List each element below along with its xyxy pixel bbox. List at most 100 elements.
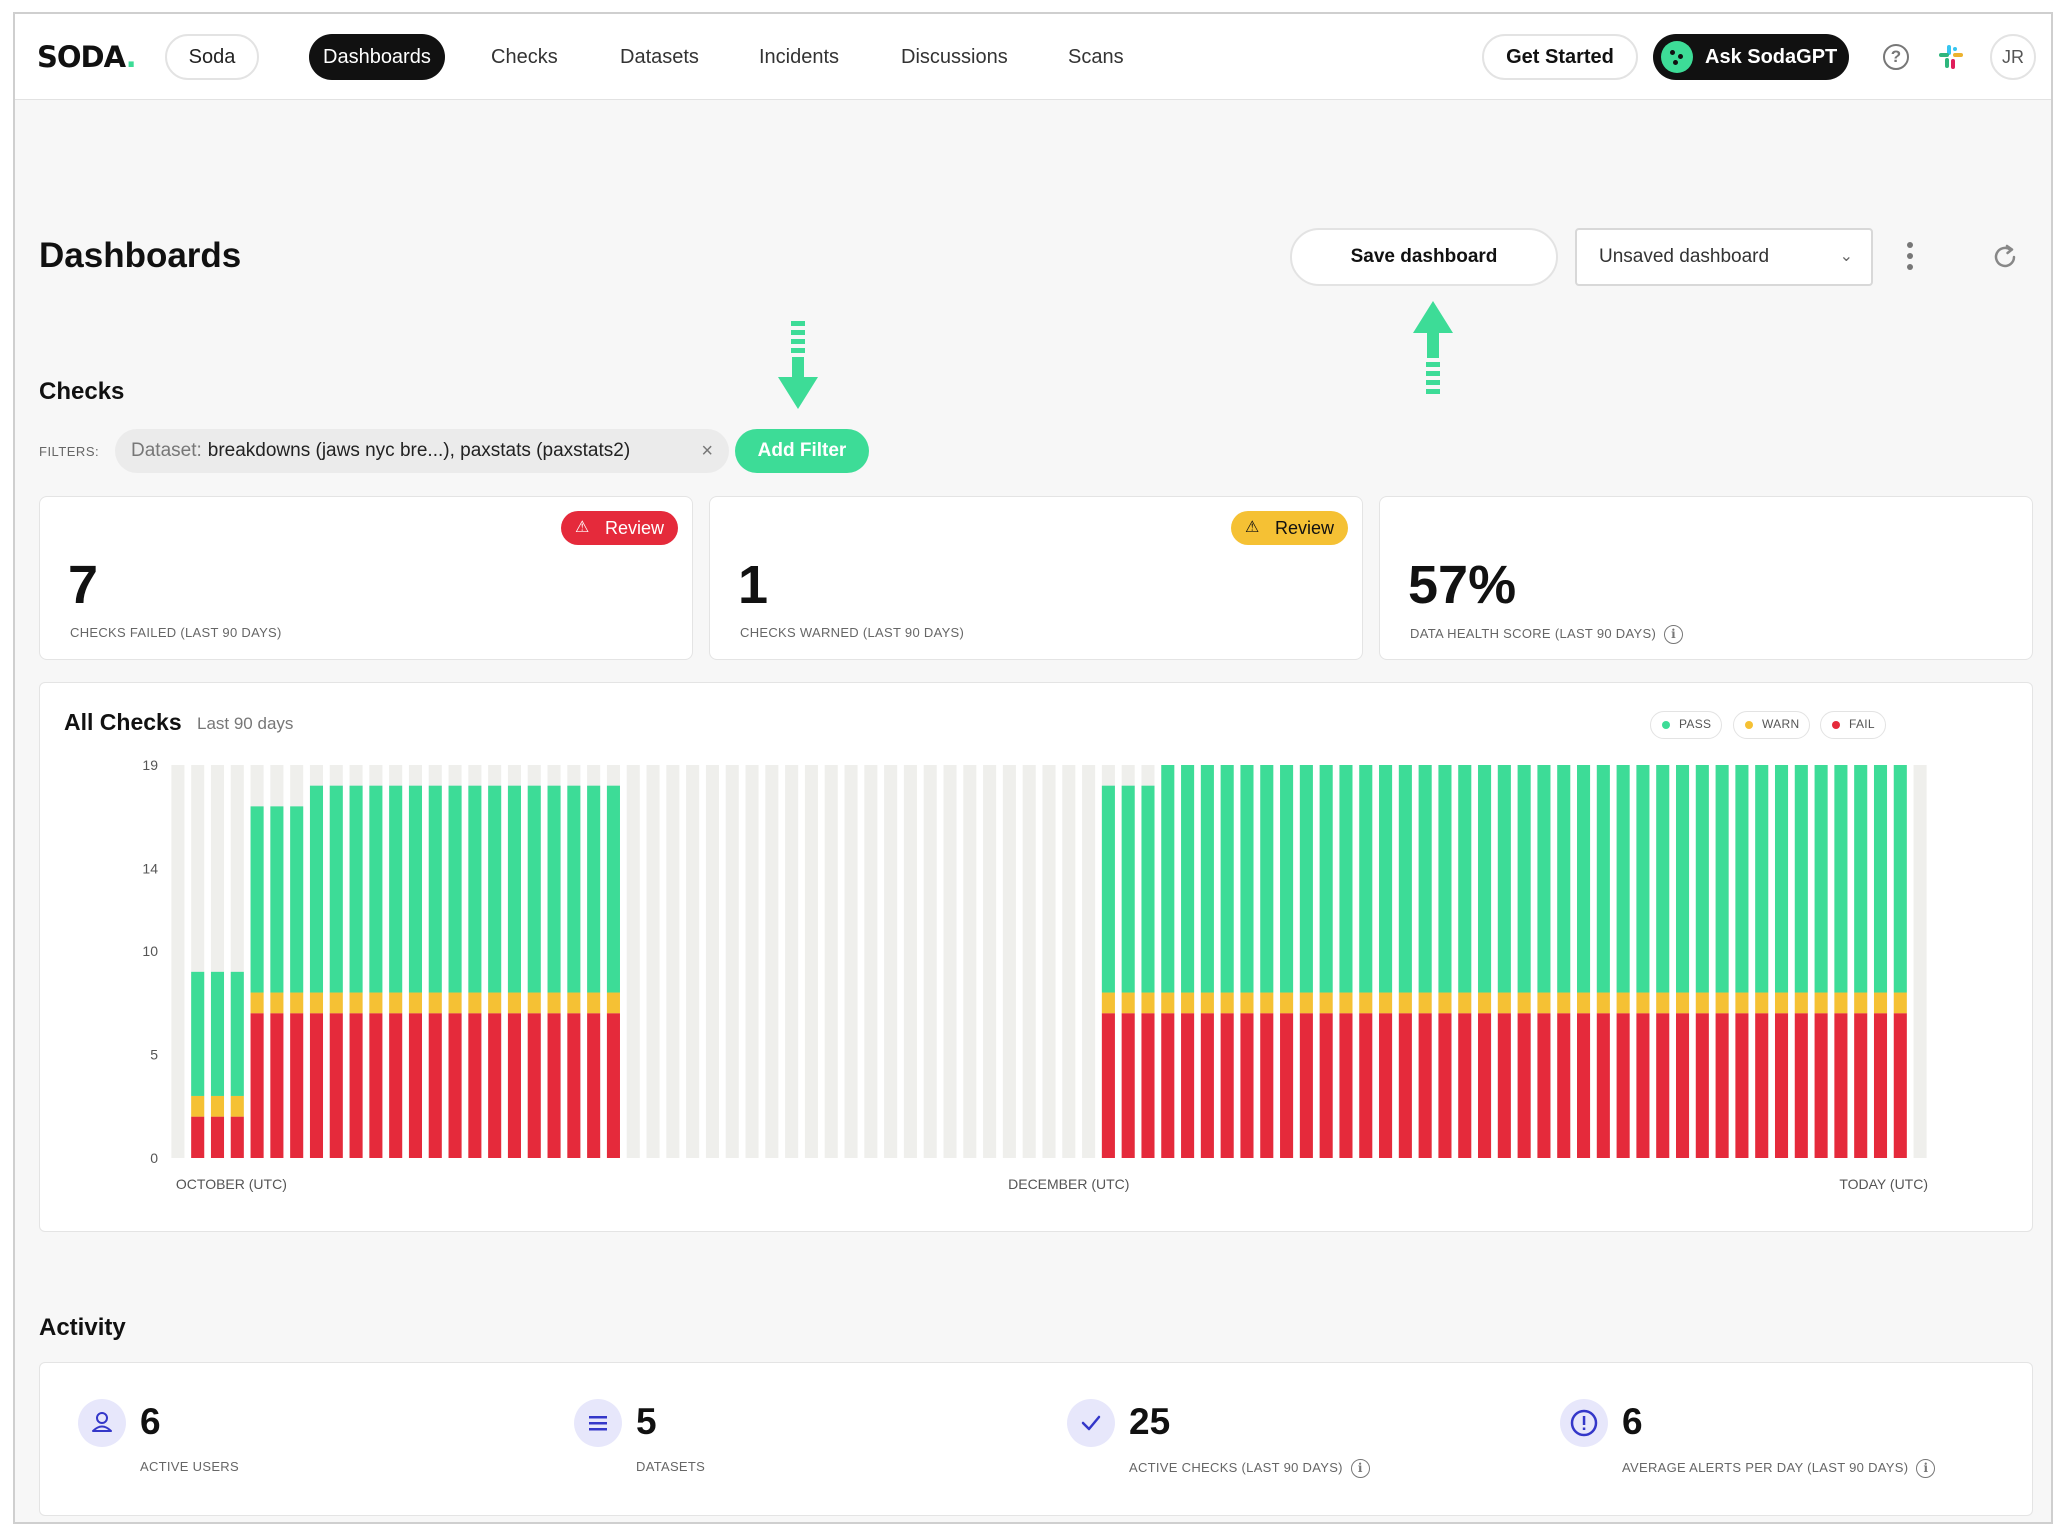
user-avatar[interactable]: JR: [1990, 34, 2036, 80]
bar-segment-fail: [1557, 1013, 1571, 1158]
save-dashboard-button[interactable]: Save dashboard: [1290, 228, 1558, 286]
stacked-bar-chart[interactable]: 0 5 10 14 19 OCTOBER (UTC) DECEMBER (UTC) TODAY…: [40, 683, 2034, 1233]
activity-label: DATASETS: [636, 1459, 706, 1474]
info-icon[interactable]: i: [1664, 625, 1684, 644]
bar-track: [923, 765, 937, 1158]
chart-title: All Checks: [64, 709, 182, 735]
bar-segment-fail: [369, 1013, 383, 1158]
bar-segment-pass: [389, 785, 403, 993]
bar-segment-fail: [547, 1013, 561, 1158]
bar-segment-warn: [1675, 992, 1690, 1014]
bar-track: [1082, 765, 1096, 1158]
activity-value: 25: [1129, 1401, 1171, 1442]
org-switcher[interactable]: Soda: [165, 34, 259, 80]
bar-track: [171, 765, 185, 1158]
bar-segment-warn: [389, 992, 403, 1014]
bar-segment-fail: [448, 1013, 462, 1158]
bar-segment-pass: [547, 785, 561, 993]
bar-segment-fail: [1616, 1013, 1630, 1158]
nav-datasets[interactable]: Datasets: [620, 46, 699, 68]
bar-segment-pass: [1121, 785, 1135, 993]
review-badge[interactable]: ⚠ Review: [1230, 511, 1348, 545]
legend-pass[interactable]: PASS: [1650, 711, 1723, 739]
bar-segment-pass: [1359, 765, 1373, 993]
kpi-data-health-score[interactable]: 57% DATA HEALTH SCORE (LAST 90 DAYS) i: [1379, 496, 2033, 660]
ask-sodagpt-button[interactable]: Ask SodaGPT: [1653, 34, 1849, 80]
bar-track: [1042, 765, 1056, 1158]
kpi-checks-failed[interactable]: ⚠ Review 7 CHECKS FAILED (LAST 90 DAYS): [39, 496, 693, 660]
nav-checks[interactable]: Checks: [491, 46, 558, 68]
activity-card: 6 ACTIVE USERS 5 DATASETS 25 ACTIVE CHEC…: [39, 1362, 2033, 1516]
bar-segment-fail: [349, 1013, 363, 1158]
help-icon[interactable]: ?: [1883, 44, 1909, 70]
bar-segment-pass: [1735, 765, 1749, 993]
bar-segment-warn: [1458, 992, 1472, 1014]
add-filter-button[interactable]: Add Filter: [735, 429, 869, 473]
bar-segment-warn: [270, 992, 284, 1014]
user-icon: [78, 1399, 126, 1447]
bar-segment-fail: [468, 1013, 482, 1158]
bar-segment-pass: [1200, 765, 1214, 993]
bar-segment-warn: [1814, 992, 1828, 1014]
bar-segment-fail: [1695, 1013, 1709, 1158]
bar-segment-fail: [1715, 1013, 1729, 1158]
bar-segment-pass: [1418, 765, 1432, 993]
kpi-checks-warned[interactable]: ⚠ Review 1 CHECKS WARNED (LAST 90 DAYS): [709, 496, 1363, 660]
activity-value: 5: [636, 1401, 657, 1442]
nav-incidents[interactable]: Incidents: [759, 46, 840, 68]
bar-segment-pass: [1715, 765, 1729, 993]
bar-segment-warn: [1240, 992, 1254, 1014]
get-started-button[interactable]: Get Started: [1482, 34, 1638, 80]
more-options-icon[interactable]: [1905, 242, 1915, 272]
bar-segment-warn: [1181, 992, 1195, 1014]
dataset-filter-chip[interactable]: Dataset: breakdowns (jaws nyc bre...), pa…: [115, 429, 729, 473]
arrow-down-icon: [778, 321, 818, 409]
bar-segment-pass: [1517, 765, 1531, 993]
close-icon[interactable]: ×: [701, 440, 713, 462]
bar-segment-pass: [349, 785, 363, 993]
dashboard-select[interactable]: Unsaved dashboard ⌄: [1575, 228, 1873, 286]
bar-segment-fail: [1675, 1013, 1690, 1158]
bar-segment-warn: [191, 1095, 205, 1117]
legend-warn[interactable]: WARN: [1733, 711, 1811, 739]
bar-segment-pass: [270, 806, 284, 993]
bar-segment-pass: [1319, 765, 1333, 993]
bar-segment-pass: [448, 785, 462, 993]
bar-segment-fail: [527, 1013, 541, 1158]
bar-segment-pass: [191, 971, 205, 1096]
nav-discussions[interactable]: Discussions: [901, 46, 1008, 68]
bar-segment-fail: [606, 1013, 620, 1158]
bar-segment-warn: [1656, 992, 1670, 1014]
bar-segment-warn: [290, 992, 304, 1014]
bar-segment-warn: [369, 992, 383, 1014]
bar-segment-warn: [567, 992, 581, 1014]
legend-fail[interactable]: FAIL: [1820, 711, 1886, 739]
nav-dashboards[interactable]: Dashboards: [309, 34, 445, 80]
nav-scans[interactable]: Scans: [1068, 46, 1124, 68]
bar-segment-pass: [1478, 765, 1492, 993]
x-tick-label: DECEMBER (UTC): [1008, 1176, 1129, 1192]
info-icon[interactable]: i: [1916, 1459, 1936, 1478]
bar-segment-pass: [1794, 765, 1808, 993]
soda-logo[interactable]: SODA.: [37, 40, 137, 74]
slack-icon[interactable]: [1937, 43, 1965, 71]
bar-segment-fail: [1200, 1013, 1214, 1158]
review-badge[interactable]: ⚠ Review: [560, 511, 678, 545]
bar-segment-pass: [1893, 765, 1907, 993]
alert-icon: [1560, 1399, 1608, 1447]
bar-segment-warn: [349, 992, 363, 1014]
x-tick-label: TODAY (UTC): [1839, 1176, 1928, 1192]
all-checks-chart-card: All Checks Last 90 days PASS WARN FAIL 0…: [39, 682, 2033, 1232]
bar-segment-warn: [448, 992, 462, 1014]
bar-segment-warn: [1121, 992, 1135, 1014]
bar-segment-pass: [1339, 765, 1353, 993]
bar-segment-warn: [210, 1095, 225, 1117]
bar-segment-warn: [1141, 992, 1155, 1014]
activity-label: ACTIVE CHECKS (LAST 90 DAYS) i: [1129, 1459, 1370, 1478]
refresh-icon[interactable]: [1990, 242, 2020, 272]
bar-segment-pass: [329, 785, 343, 993]
bar-segment-pass: [369, 785, 383, 993]
bar-track: [844, 765, 858, 1158]
page-title: Dashboards: [39, 236, 242, 275]
info-icon[interactable]: i: [1350, 1459, 1370, 1478]
